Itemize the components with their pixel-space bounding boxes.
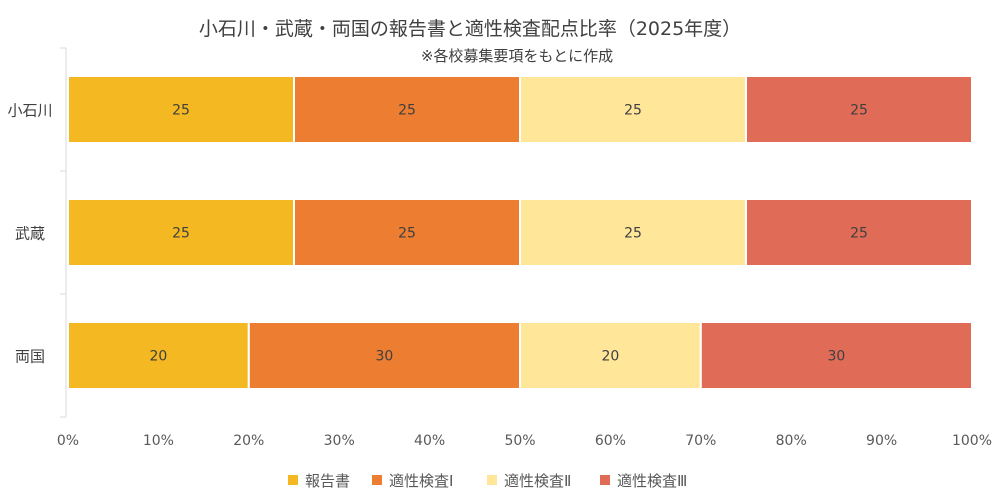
chart-title: 小石川・武蔵・両国の報告書と適性検査配点比率（2025年度） xyxy=(199,18,741,40)
category-label: 両国 xyxy=(15,348,45,366)
bar-segment xyxy=(745,198,973,267)
category-label: 武蔵 xyxy=(15,225,45,243)
x-tick-label: 20% xyxy=(233,433,264,449)
bar-segment xyxy=(519,198,747,267)
bar-segment xyxy=(745,75,973,144)
bar-segment xyxy=(67,321,250,390)
data-label: 25 xyxy=(850,226,868,242)
legend-label: 適性検査Ⅰ xyxy=(389,472,453,490)
x-tick-label: 60% xyxy=(595,433,626,449)
category-label: 小石川 xyxy=(7,102,52,120)
data-label: 20 xyxy=(149,349,167,365)
bar-segment xyxy=(67,75,295,144)
bar-segment xyxy=(247,321,522,390)
data-label: 25 xyxy=(398,103,416,119)
legend-label: 適性検査Ⅱ xyxy=(504,472,571,490)
x-tick-label: 0% xyxy=(57,433,79,449)
legend-swatch xyxy=(600,475,610,485)
x-tick-label: 40% xyxy=(414,433,445,449)
data-label: 30 xyxy=(827,349,845,365)
x-tick-label: 100% xyxy=(952,433,992,449)
legend-swatch xyxy=(288,475,298,485)
bar-segment xyxy=(699,321,973,390)
legend-label: 報告書 xyxy=(305,472,350,490)
data-label: 25 xyxy=(850,103,868,119)
chart-subtitle: ※各校募集要項をもとに作成 xyxy=(421,47,613,65)
x-tick-label: 30% xyxy=(324,433,355,449)
data-label: 25 xyxy=(172,103,190,119)
x-tick-label: 80% xyxy=(776,433,807,449)
legend-swatch xyxy=(372,475,382,485)
x-tick-label: 50% xyxy=(504,433,535,449)
data-label: 25 xyxy=(172,226,190,242)
legend-swatch xyxy=(487,475,497,485)
x-tick-label: 10% xyxy=(143,433,174,449)
bar-segment xyxy=(293,75,521,144)
data-label: 25 xyxy=(624,226,642,242)
data-label: 25 xyxy=(624,103,642,119)
x-tick-label: 90% xyxy=(866,433,897,449)
bar-segment xyxy=(519,75,747,144)
data-label: 20 xyxy=(601,349,619,365)
bar-segment xyxy=(293,198,521,267)
legend-label: 適性検査Ⅲ xyxy=(617,472,687,490)
x-tick-label: 70% xyxy=(685,433,716,449)
data-label: 30 xyxy=(375,349,393,365)
bar-segment xyxy=(67,198,295,267)
data-label: 25 xyxy=(398,226,416,242)
